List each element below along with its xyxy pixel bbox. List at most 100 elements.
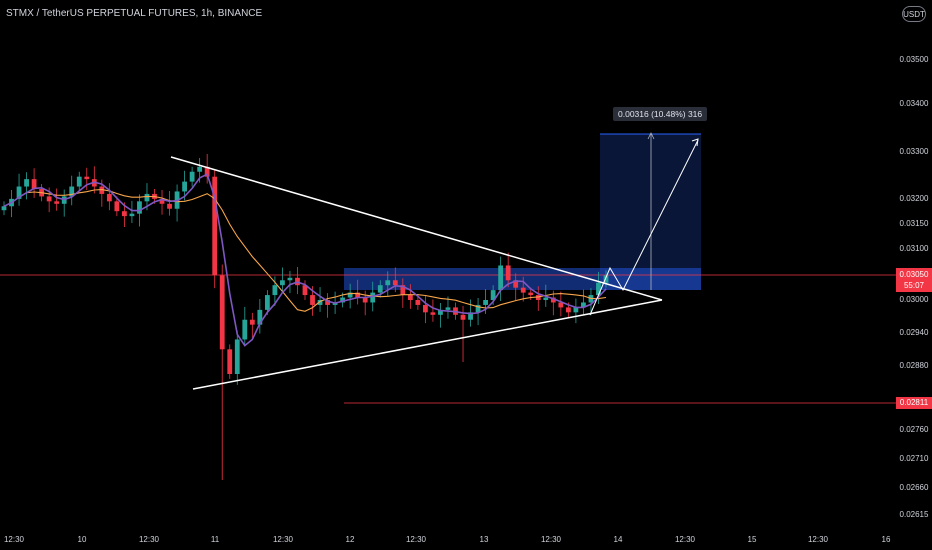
- candle-body: [227, 349, 233, 374]
- candle: [550, 290, 556, 316]
- candle-body: [513, 280, 519, 288]
- candle: [234, 330, 240, 385]
- candle-body: [528, 292, 534, 296]
- candle: [385, 271, 391, 297]
- x-tick-label: 16: [881, 535, 891, 544]
- candle: [69, 175, 75, 206]
- chart-title: STMX / TetherUS PERPETUAL FUTURES, 1h, B…: [6, 8, 263, 19]
- candle-body: [468, 312, 473, 320]
- candle-body: [603, 275, 609, 283]
- candle: [31, 168, 37, 198]
- candle: [159, 189, 165, 215]
- candle: [204, 153, 210, 184]
- lower-trendline: [192, 299, 663, 390]
- candle-body: [219, 275, 225, 350]
- candle-body: [362, 297, 368, 303]
- y-tick-label: 0.03000: [899, 295, 929, 304]
- candle-body: [257, 309, 263, 325]
- candle-body: [423, 304, 428, 313]
- candle-body: [377, 285, 383, 293]
- x-tick-label: 12:30: [405, 535, 427, 544]
- candle-body: [573, 307, 579, 313]
- candle-body: [550, 297, 556, 303]
- candlestick-series: [1, 153, 609, 480]
- candle: [347, 283, 353, 309]
- candle: [475, 298, 481, 326]
- fast-moving-average: [3, 173, 607, 347]
- x-tick-label: 10: [77, 535, 87, 544]
- candle-body: [498, 265, 504, 291]
- countdown-value: 55:07: [903, 281, 925, 290]
- candle-body: [212, 176, 218, 276]
- candle-body: [317, 300, 323, 305]
- candle-body: [438, 309, 443, 315]
- candle-body: [325, 300, 330, 305]
- candle-body: [54, 201, 60, 204]
- moving-averages: [3, 173, 607, 347]
- candle-body: [483, 300, 488, 305]
- x-tick-label: 12: [345, 535, 355, 544]
- candle-body: [122, 211, 127, 217]
- x-tick-label: 12:30: [674, 535, 696, 544]
- y-tick-label: 0.02710: [899, 454, 929, 463]
- candle-body: [159, 198, 165, 204]
- candle: [167, 190, 172, 216]
- x-tick-label: 12:30: [138, 535, 160, 544]
- candle-body: [106, 193, 112, 202]
- candle-body: [370, 292, 376, 303]
- y-tick-label: 0.02940: [899, 328, 929, 337]
- candle-body: [189, 171, 195, 182]
- candle-body: [520, 287, 526, 293]
- candle: [407, 284, 413, 309]
- currency-badge[interactable]: USDT: [902, 6, 926, 22]
- triangle-drawing: [170, 138, 699, 390]
- candle: [249, 312, 255, 338]
- candle: [513, 273, 519, 301]
- candle: [24, 172, 29, 200]
- candle: [54, 188, 60, 211]
- candle-body: [114, 201, 120, 212]
- candle-body: [69, 186, 75, 197]
- x-tick-label: 14: [613, 535, 623, 544]
- resistance-zone: [344, 268, 701, 290]
- candle: [302, 280, 308, 300]
- measure-arrowhead: [647, 132, 655, 140]
- candle: [114, 196, 120, 217]
- candle-body: [535, 295, 541, 300]
- candle-body: [137, 201, 142, 214]
- candle-body: [1, 206, 7, 211]
- candle: [1, 201, 7, 216]
- candle: [325, 293, 330, 318]
- candle: [280, 267, 285, 293]
- candle: [438, 302, 443, 328]
- candle: [16, 173, 22, 206]
- candle: [415, 295, 421, 310]
- level-price-tag: 0.02811: [896, 397, 932, 409]
- y-tick-label: 0.03300: [899, 147, 929, 156]
- y-tick-label: 0.02760: [899, 425, 929, 434]
- candle-body: [475, 304, 481, 313]
- projection-layer: [0, 132, 896, 404]
- slow-moving-average: [3, 189, 607, 312]
- x-tick-label: 12:30: [807, 535, 829, 544]
- candle: [212, 169, 218, 289]
- candle: [603, 270, 609, 288]
- candle-body: [197, 166, 203, 172]
- candle-body: [415, 300, 421, 305]
- candle-body: [490, 290, 496, 300]
- candle: [61, 189, 67, 217]
- candle-body: [280, 280, 285, 286]
- projection-arrowhead: [691, 138, 699, 147]
- candle-body: [84, 176, 90, 180]
- candle: [317, 287, 323, 312]
- candle-body: [144, 193, 150, 202]
- x-tick-label: 12:30: [3, 535, 25, 544]
- candle: [295, 266, 300, 295]
- candle: [264, 290, 270, 315]
- candle: [505, 252, 511, 288]
- candle-body: [24, 179, 29, 187]
- candle-body: [385, 280, 391, 286]
- y-tick-label: 0.03100: [899, 244, 929, 253]
- candle: [498, 256, 504, 301]
